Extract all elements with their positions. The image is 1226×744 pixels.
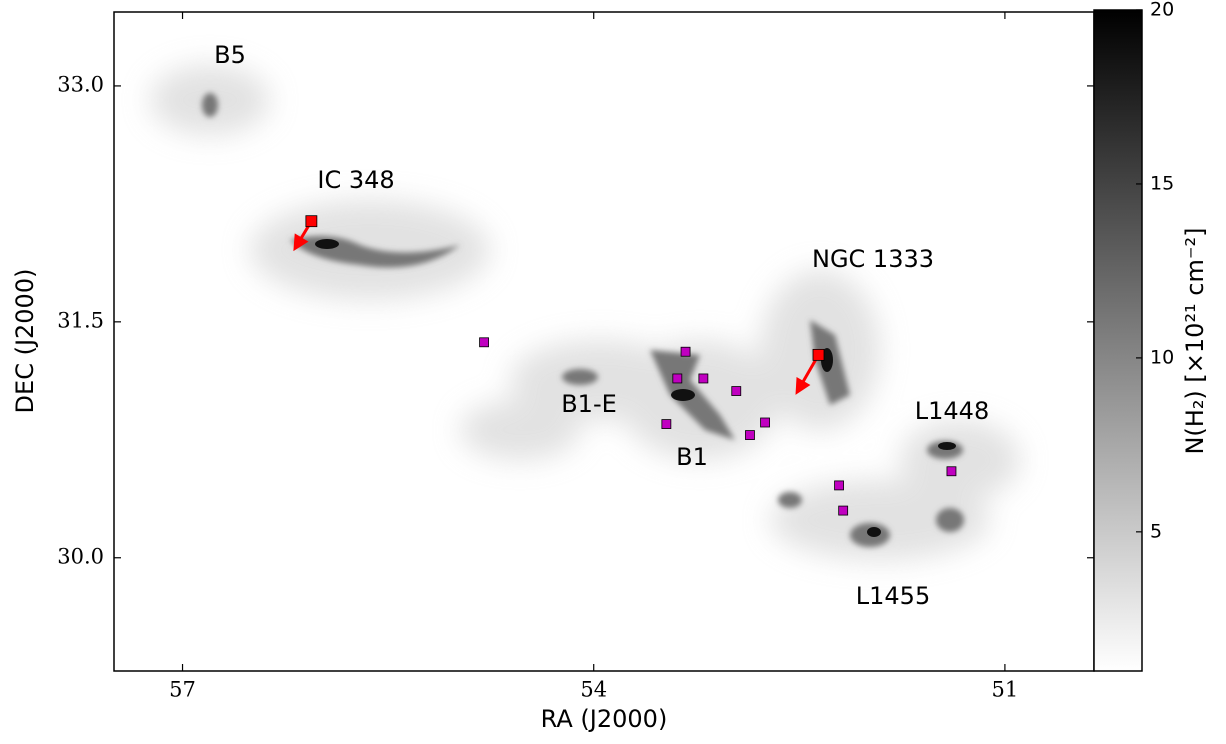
point [698,373,709,384]
x-tick-label: 54 [580,678,607,702]
colorbar-tick-label: 20 [1150,0,1174,21]
colorbar-tick-label: 5 [1150,520,1162,542]
arrow-head [293,233,309,252]
x-tick-label: 51 [992,678,1019,702]
point [838,505,849,516]
point [731,386,742,396]
annotation: B5 [214,41,246,69]
colorbar [1093,9,1143,672]
annotation: L1448 [915,397,989,425]
x-tick-label: 57 [169,678,196,702]
point [812,348,825,361]
point [305,215,318,228]
point [479,337,489,348]
point [672,373,683,384]
annotation: B1-E [561,390,617,418]
point [834,480,844,491]
annotation: B1 [676,443,708,471]
x-axis-label: RA (J2000) [541,705,668,733]
annotation: L1455 [856,582,930,610]
y-tick-label: 30.0 [57,544,104,568]
y-tick-label: 31.5 [57,308,104,332]
point [745,430,755,440]
annotation: IC 348 [317,166,394,194]
arrow-head [795,377,811,395]
colorbar-tick-label: 10 [1150,346,1174,368]
point [680,346,691,357]
y-axis-label: DEC (J2000) [11,269,39,414]
annotation: NGC 1333 [812,245,934,273]
y-tick-label: 33.0 [57,72,104,96]
point [661,419,672,429]
point [946,466,957,477]
point [760,417,770,428]
colorbar-tick-label: 15 [1150,172,1174,194]
colorbar-label: N(H₂) [×10²¹ cm⁻²] [1181,227,1209,454]
cloud-map [150,65,1020,560]
